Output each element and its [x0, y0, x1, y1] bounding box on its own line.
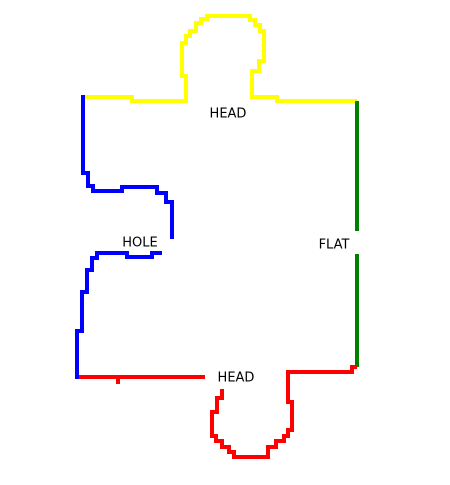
- left-edge-hole-lower: [75, 251, 162, 379]
- top-edge-head: [85, 14, 357, 103]
- bottom-edge-head-right: [210, 365, 357, 459]
- bottom-edge-label: HEAD: [218, 371, 255, 386]
- top-edge-label: HEAD: [210, 107, 247, 122]
- right-edge-label: FLAT: [319, 238, 350, 253]
- left-edge-hole-upper: [81, 95, 174, 239]
- left-edge-label: HOLE: [122, 236, 157, 251]
